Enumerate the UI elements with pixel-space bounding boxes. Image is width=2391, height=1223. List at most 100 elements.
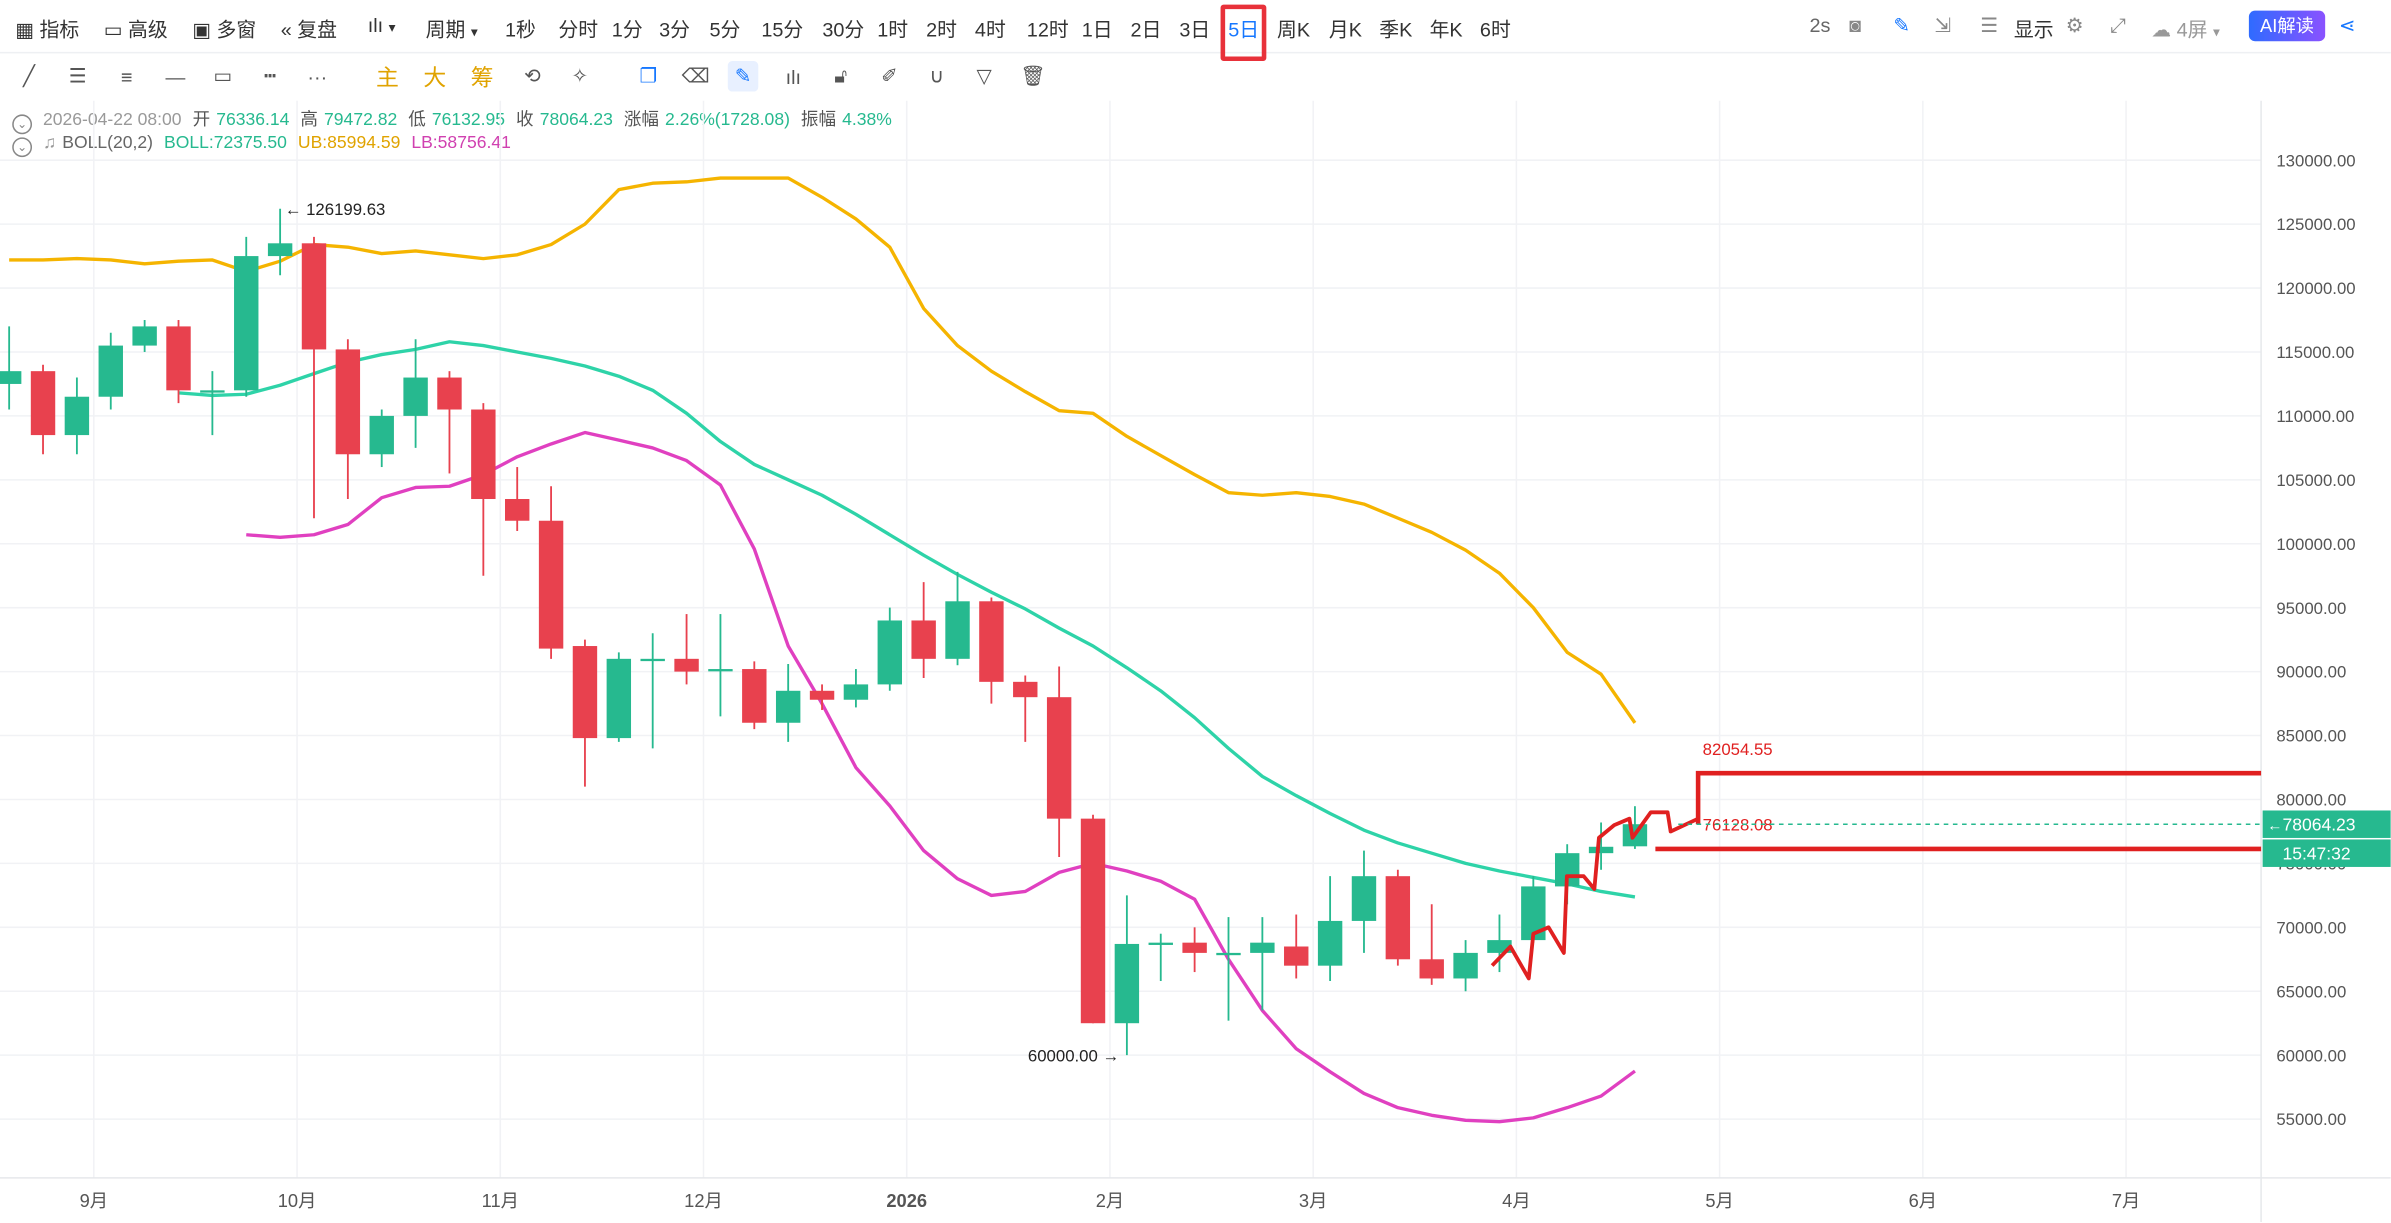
chart-type-dropdown[interactable]: ılı ▾ (368, 14, 396, 37)
interval-4[interactable]: 5分 (709, 18, 741, 42)
interval-9[interactable]: 4时 (974, 18, 1006, 42)
interval-7[interactable]: 1时 (877, 18, 909, 42)
candle-body-43 (1453, 952, 1478, 979)
fullscreen-icon[interactable]: ⤢ (2110, 13, 2126, 37)
candle-body-0 (0, 371, 22, 384)
interval-13[interactable]: 3日 (1179, 18, 1211, 42)
display-button[interactable]: 显示 (2013, 18, 2054, 42)
bars-icon[interactable]: ılı (785, 64, 802, 88)
screens-dropdown[interactable]: ☁ 4屏 ▾ (2151, 18, 2220, 42)
interval-12[interactable]: 2日 (1130, 18, 1162, 42)
filter-icon[interactable]: ▽ (976, 64, 992, 87)
candle-body-20 (674, 658, 699, 672)
rewind-icon: « (280, 18, 292, 42)
interval-1[interactable]: 分时 (558, 18, 599, 42)
candle-37 (1250, 917, 1275, 1011)
sync-icon[interactable]: ⟲ (524, 64, 541, 87)
multi-window-button[interactable]: ▣ 多窗 (192, 18, 257, 42)
parallel-channel-icon[interactable]: ☰ (68, 64, 87, 87)
candle-body-32 (1080, 818, 1106, 1024)
current-price-label: 78064.23 (2282, 814, 2355, 834)
rectangle-icon[interactable]: ▭ (213, 64, 233, 87)
candle-35 (1182, 927, 1207, 973)
magic-icon[interactable]: ✧ (571, 64, 589, 87)
candle-body-2 (64, 396, 90, 436)
eraser-icon[interactable]: ⌫ (681, 64, 710, 87)
y-tick-label-11: 110000.00 (2276, 407, 2354, 426)
candle-body-19 (640, 658, 665, 662)
y-tick-label-6: 85000.00 (2276, 727, 2346, 746)
candle-body-22 (742, 669, 767, 723)
interval-18[interactable]: 年K (1429, 18, 1463, 42)
horizontal-lines-icon[interactable]: ≡ (120, 64, 133, 88)
collapse-icon[interactable]: ⌄ (12, 114, 33, 135)
interval-6[interactable]: 30分 (822, 18, 865, 42)
x-tick-label-3: 12月 (684, 1190, 723, 1211)
share-icon[interactable]: ⋖ (2338, 13, 2356, 37)
candle-body-37 (1250, 942, 1275, 953)
level-high-line (1695, 770, 2262, 825)
candle-body-25 (843, 684, 869, 700)
horizontal-line-icon[interactable]: — (165, 64, 186, 88)
trend-line-icon[interactable]: ╱ (23, 64, 35, 87)
pen-icon[interactable]: ✎ (1893, 13, 1911, 37)
candle-body-27 (911, 620, 936, 659)
advanced-button[interactable]: ▭ 高级 (103, 18, 168, 42)
interval-0[interactable]: 1秒 (505, 18, 536, 42)
chip-main-button[interactable]: 主 (376, 64, 399, 91)
lock-icon[interactable]: 🔓︎ (834, 64, 848, 87)
interval-19[interactable]: 6时 (1479, 18, 1511, 42)
export-icon[interactable]: ⇲ (1934, 13, 1952, 37)
interval-15[interactable]: 周K (1277, 18, 1311, 42)
candle-29 (979, 597, 1004, 704)
boll-lower-line (246, 430, 1636, 1124)
candle-body-21 (708, 669, 733, 672)
interval-8[interactable]: 2时 (926, 18, 957, 42)
interval-16[interactable]: 月K (1328, 18, 1362, 42)
interval-3[interactable]: 3分 (659, 18, 690, 42)
level-low-label: 76128.08 (1703, 816, 1773, 835)
interval-14[interactable]: 5日 (1228, 18, 1260, 42)
refresh-rate[interactable]: 2s (1809, 13, 1831, 37)
chip-dist-button[interactable]: 筹 (470, 64, 494, 91)
magnet-icon[interactable]: ∪ (929, 64, 945, 87)
bell-icon[interactable]: ♫ (43, 134, 57, 153)
candle-12 (403, 339, 428, 448)
note-icon[interactable]: ✐ (881, 64, 898, 87)
period-dropdown[interactable]: 周期 ▾ (425, 18, 478, 42)
candle-16 (538, 486, 564, 659)
copy-icon[interactable]: ❐ (639, 64, 658, 87)
candle-41 (1385, 869, 1411, 966)
y-tick-label-0: 55000.00 (2276, 1110, 2346, 1129)
settings-icon[interactable]: ⚙ (2065, 13, 2084, 37)
collapse-icon[interactable]: ⌄ (12, 137, 33, 158)
interval-17[interactable]: 季K (1379, 18, 1413, 42)
y-tick-label-10: 105000.00 (2276, 471, 2355, 490)
chevron-down-icon: ▾ (2213, 24, 2220, 40)
candle-body-39 (1317, 920, 1343, 966)
trash-icon[interactable]: 🗑︎ (1020, 64, 1046, 87)
current-price-tag (2262, 810, 2391, 838)
candle-body-29 (979, 601, 1004, 682)
list-icon[interactable]: ☰ (1980, 13, 1999, 37)
interval-10[interactable]: 12时 (1026, 18, 1069, 42)
camera-icon[interactable]: ◙ (1849, 13, 1862, 37)
ai-interpret-button[interactable]: AI解读 (2248, 10, 2326, 42)
interval-2[interactable]: 1分 (611, 18, 643, 42)
interval-5[interactable]: 15分 (761, 18, 804, 42)
more-icon[interactable]: ··· (307, 64, 328, 88)
candle-46 (1554, 844, 1580, 905)
y-tick-label-2: 65000.00 (2276, 982, 2346, 1001)
candle-34 (1148, 933, 1173, 982)
indicators-button[interactable]: ▦ 指标 (15, 18, 80, 42)
draw-mode-icon[interactable]: ✎ (727, 61, 759, 92)
candle-36 (1216, 917, 1241, 1021)
chevron-down-icon: ▾ (388, 19, 396, 36)
interval-11[interactable]: 1日 (1081, 18, 1113, 42)
candle-body-40 (1351, 876, 1377, 921)
replay-button[interactable]: « 复盘 (280, 18, 337, 42)
chip-big-button[interactable]: 大 (423, 64, 447, 91)
ruler-icon[interactable]: ┅ (264, 64, 277, 87)
countdown-label: 15:47:32 (2282, 843, 2350, 863)
candle-44 (1487, 914, 1512, 973)
